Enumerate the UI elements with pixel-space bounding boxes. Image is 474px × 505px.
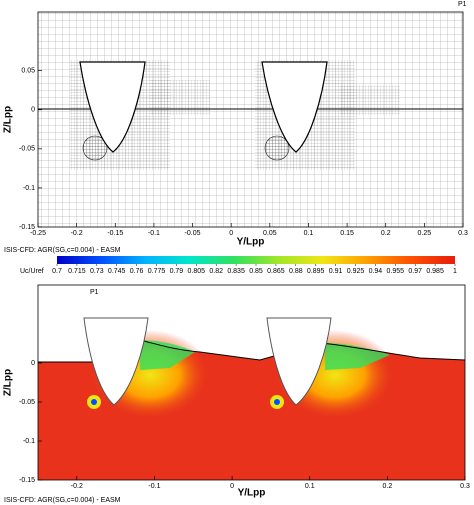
colorbar-tick-label: 0.91 — [329, 268, 343, 275]
colorbar-tick-label: 0.715 — [68, 268, 86, 275]
y-tick-label: 0 — [31, 107, 35, 114]
x-axis-label: Y/Lpp — [237, 237, 265, 248]
hull — [266, 317, 332, 406]
y-axis-label: Z/Lpp — [3, 106, 14, 133]
x-tick-label: 0.3 — [458, 230, 468, 237]
caption: ISIS-CFD: AGR(SG,c=0.004) - EASM — [4, 247, 121, 254]
colorbar-tick-label: 0.955 — [387, 268, 405, 275]
x-tick-label: -0.2 — [71, 230, 83, 237]
x-tick-label: -0.1 — [148, 483, 160, 490]
x-tick-label: -0.05 — [185, 230, 201, 237]
y-tick-label: -0.15 — [19, 224, 35, 231]
hull — [83, 317, 149, 406]
hull — [79, 61, 146, 153]
contour-panel — [37, 284, 466, 481]
panel-label: P1 — [90, 289, 99, 296]
colorbar-tick-label: 0.7 — [52, 268, 62, 275]
y-tick-label: -0.1 — [23, 438, 35, 445]
colorbar-tick-label: 0.97 — [408, 268, 422, 275]
x-tick-label: 0 — [230, 483, 234, 490]
colorbar-tick-label: 0.805 — [188, 268, 206, 275]
y-axis-label: Z/Lpp — [3, 369, 14, 396]
colorbar-tick-label: 0.895 — [307, 268, 325, 275]
caption: ISIS-CFD: AGR(SG,c=0.004) - EASM — [4, 497, 121, 504]
y-tick-label: -0.15 — [19, 477, 35, 484]
x-tick-label: 0.2 — [382, 483, 392, 490]
colorbar-tick-label: 0.88 — [289, 268, 303, 275]
colorbar-tick-label: 0.73 — [90, 268, 104, 275]
colorbar — [57, 256, 455, 264]
x-tick-label: 0.15 — [340, 230, 354, 237]
x-tick-label: 0 — [229, 230, 233, 237]
x-tick-label: 0.2 — [381, 230, 391, 237]
y-tick-label: -0.05 — [19, 399, 35, 406]
colorbar-tick-label: 0.865 — [267, 268, 285, 275]
panel-label: P1 — [458, 1, 467, 8]
mesh-panel — [37, 11, 464, 228]
colorbar-label: Uc/Uref — [20, 268, 44, 275]
x-tick-label: 0.1 — [305, 483, 315, 490]
colorbar-tick-label: 0.835 — [227, 268, 245, 275]
x-tick-label: 0.1 — [304, 230, 314, 237]
colorbar-tick-label: 0.82 — [209, 268, 223, 275]
x-tick-label: 0.25 — [418, 230, 432, 237]
x-axis-label: Y/Lpp — [238, 488, 266, 499]
colorbar-tick-label: 0.775 — [148, 268, 166, 275]
x-tick-label: -0.1 — [148, 230, 160, 237]
colorbar-tick-label: 0.985 — [426, 268, 444, 275]
y-tick-label: -0.05 — [19, 146, 35, 153]
y-tick-label: 0 — [31, 360, 35, 367]
colorbar-tick-label: 0.94 — [369, 268, 383, 275]
colorbar-tick-label: 0.85 — [249, 268, 263, 275]
y-tick-label: 0.05 — [21, 67, 35, 74]
colorbar-tick-label: 0.925 — [347, 268, 365, 275]
colorbar-tick-label: 1 — [453, 268, 457, 275]
x-tick-label: -0.2 — [71, 483, 83, 490]
colorbar-tick-label: 0.79 — [170, 268, 184, 275]
x-tick-label: 0.05 — [263, 230, 277, 237]
y-tick-label: -0.1 — [23, 185, 35, 192]
hull — [261, 61, 328, 153]
x-tick-label: -0.15 — [107, 230, 123, 237]
colorbar-tick-label: 0.745 — [108, 268, 126, 275]
colorbar-tick-label: 0.76 — [130, 268, 144, 275]
x-tick-label: 0.3 — [460, 483, 470, 490]
x-tick-label: -0.25 — [30, 230, 46, 237]
